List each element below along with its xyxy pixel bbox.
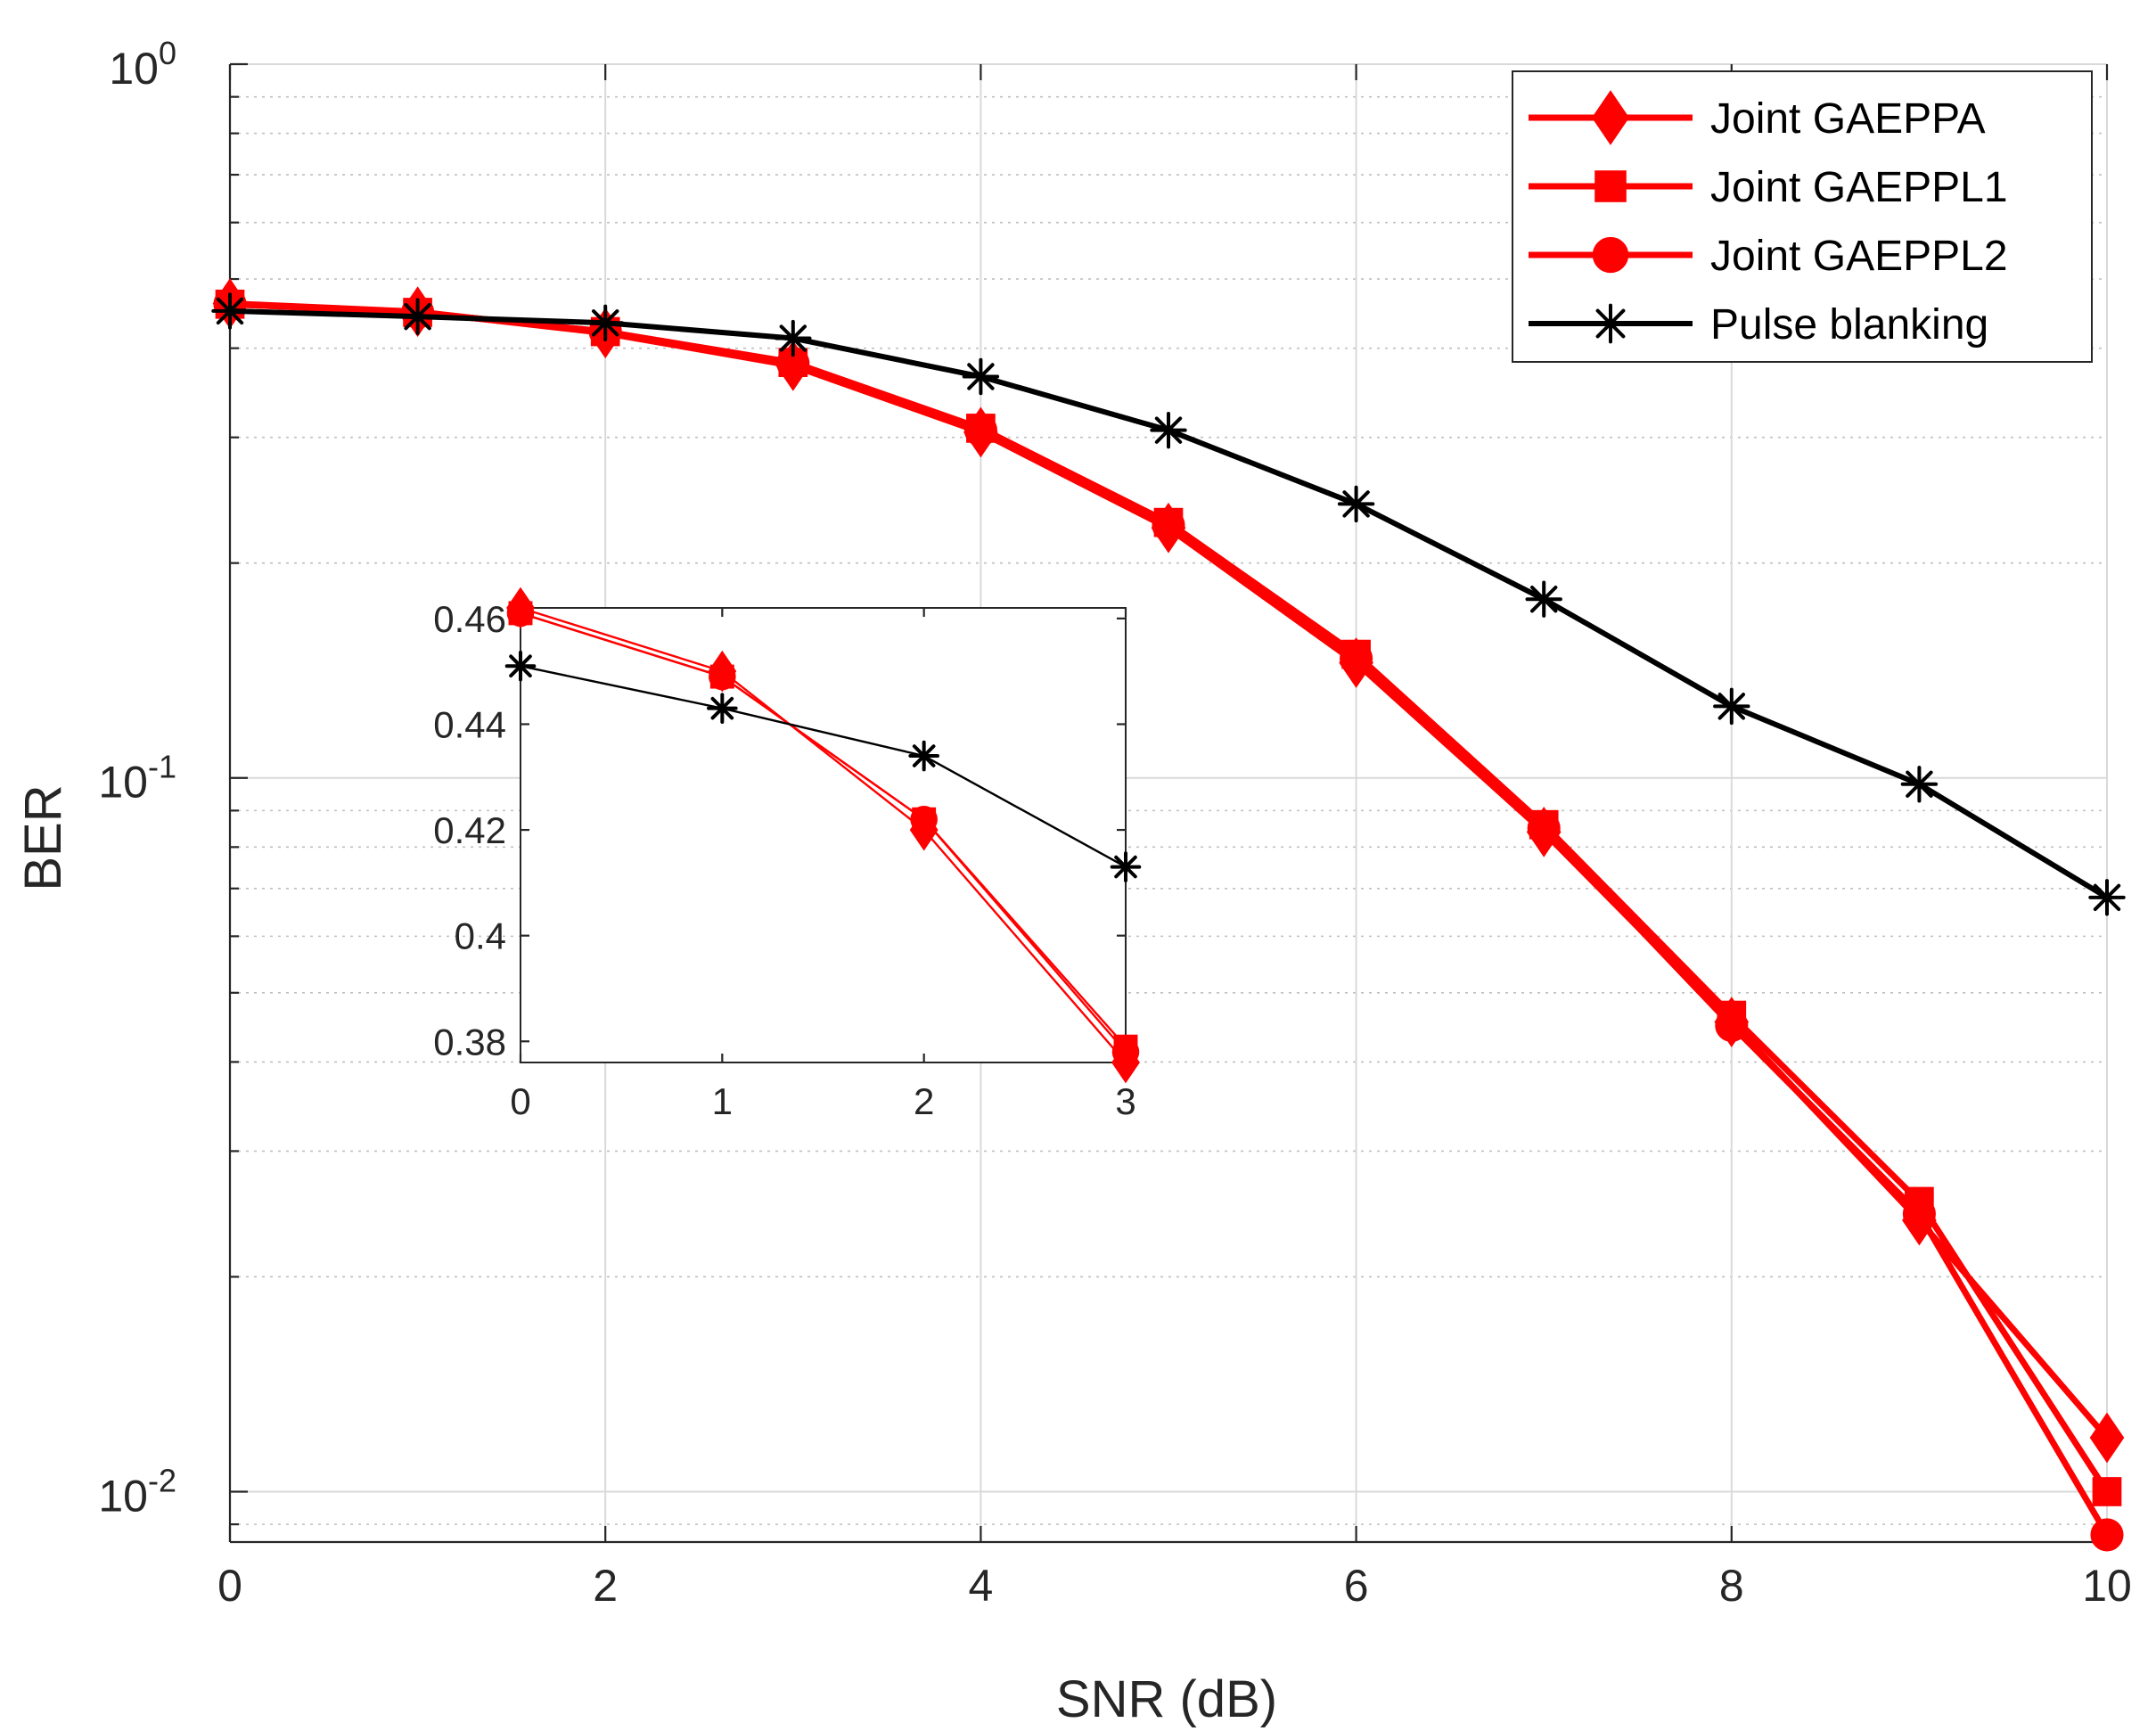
data-point-joint-gaeppl2 <box>1152 508 1185 542</box>
legend-label: Joint GAEPPL2 <box>1710 233 2008 280</box>
inset-y-tick-label: 0.38 <box>433 1021 506 1062</box>
series-line-joint-gaeppl2 <box>229 300 2111 1537</box>
x-tick-label: 2 <box>593 1561 618 1611</box>
legend-marker-pulse-blanking <box>1590 303 1631 344</box>
inset-y-tick-label: 0.42 <box>433 809 506 851</box>
main-series-group <box>211 278 2126 1552</box>
data-point-joint-gaeppl2 <box>1902 1197 1936 1231</box>
data-point-joint-gaeppa <box>2089 1412 2125 1464</box>
inset-y-tick-label: 0.46 <box>433 598 506 640</box>
data-point-pulse-blanking <box>962 357 1000 396</box>
x-tick-label: 4 <box>968 1561 993 1611</box>
y-tick-label: 10-1 <box>98 749 176 808</box>
data-point-joint-gaeppl2 <box>1715 1008 1749 1042</box>
data-point-pulse-blanking <box>1525 580 1562 618</box>
inset-data-point-joint-gaeppl2 <box>910 805 938 833</box>
legend-marker-joint-gaeppl2 <box>1592 236 1629 274</box>
inset-data-point-pulse-blanking <box>908 740 939 772</box>
data-point-pulse-blanking <box>775 319 812 357</box>
legend-marker-joint-gaeppa <box>1591 90 1630 145</box>
x-tick-label: 6 <box>1344 1561 1369 1611</box>
x-tick-label: 8 <box>1719 1561 1744 1611</box>
data-point-pulse-blanking <box>211 292 249 330</box>
series-joint-gaeppl2 <box>213 287 2124 1552</box>
data-point-pulse-blanking <box>586 304 624 341</box>
data-point-joint-gaeppl2 <box>1527 811 1561 845</box>
x-axis-title: SNR (dB) <box>1056 1670 1277 1728</box>
inset-x-tick-label: 1 <box>712 1080 733 1122</box>
x-tick-label: 0 <box>217 1561 242 1611</box>
inset-data-point-pulse-blanking <box>1110 851 1142 882</box>
inset-series-joint-gaeppl2 <box>506 599 1140 1066</box>
series-pulse-blanking <box>211 292 2126 916</box>
series-joint-gaeppl1 <box>215 289 2122 1506</box>
data-point-pulse-blanking <box>2088 879 2126 916</box>
inset-series-pulse-blanking <box>504 650 1142 882</box>
inset-data-point-joint-gaeppl2 <box>506 599 535 628</box>
series-line-joint-gaeppa <box>229 300 2110 1440</box>
inset-x-tick-label: 3 <box>1115 1080 1135 1122</box>
data-point-joint-gaeppl2 <box>1340 642 1373 676</box>
inset-y-tick-label: 0.44 <box>433 703 506 745</box>
inset-x-tick-label: 0 <box>510 1080 530 1122</box>
inset-frame <box>520 607 1127 1063</box>
data-point-pulse-blanking <box>1337 485 1375 523</box>
data-point-pulse-blanking <box>1900 766 1939 803</box>
data-point-joint-gaeppl2 <box>2090 1518 2124 1552</box>
data-point-pulse-blanking <box>398 298 437 335</box>
data-point-joint-gaeppl1 <box>2092 1477 2122 1506</box>
legend-entry-joint-gaeppl1: Joint GAEPPL1 <box>1529 164 2008 211</box>
inset-series-line-pulse-blanking <box>520 665 1127 868</box>
inset-data-point-pulse-blanking <box>504 650 537 682</box>
inset-data-point-joint-gaeppl2 <box>1111 1038 1140 1066</box>
series-joint-gaeppa <box>212 278 2125 1464</box>
data-point-pulse-blanking <box>1150 411 1187 449</box>
inset-data-point-pulse-blanking <box>707 693 738 724</box>
series-line-joint-gaeppl1 <box>229 300 2110 1494</box>
legend-label: Joint GAEPPL1 <box>1710 164 2008 211</box>
y-axis-title: BER <box>14 784 72 890</box>
y-tick-label: 10-2 <box>98 1462 176 1521</box>
y-tick-label: 100 <box>109 35 176 94</box>
legend-marker-joint-gaeppl1 <box>1594 170 1627 202</box>
legend-entry-joint-gaeppa: Joint GAEPPA <box>1529 90 1986 145</box>
inset-x-tick-label: 2 <box>914 1080 934 1122</box>
legend-label: Pulse blanking <box>1710 301 1988 349</box>
inset-series-line-joint-gaeppl2 <box>520 611 1127 1053</box>
inset-data-point-joint-gaeppl2 <box>709 662 736 691</box>
legend-label: Joint GAEPPA <box>1710 95 1986 143</box>
inset-y-tick-label: 0.4 <box>455 915 506 957</box>
legend-entry-joint-gaeppl2: Joint GAEPPL2 <box>1529 233 2008 280</box>
data-point-pulse-blanking <box>1713 687 1750 726</box>
legend: Joint GAEPPA Joint GAEPPL1 Joint GAEPPL2 Pu… <box>1512 70 2093 363</box>
x-tick-label: 10 <box>2082 1561 2132 1611</box>
inset-series-line-joint-gaeppa <box>520 606 1127 1063</box>
legend-entry-pulse-blanking: Pulse blanking <box>1529 301 1988 349</box>
inset-zoom-plot: 0 1 2 3 0.38 0.4 0.42 0.44 0.46 <box>433 587 1142 1122</box>
data-point-joint-gaeppl2 <box>963 414 997 447</box>
